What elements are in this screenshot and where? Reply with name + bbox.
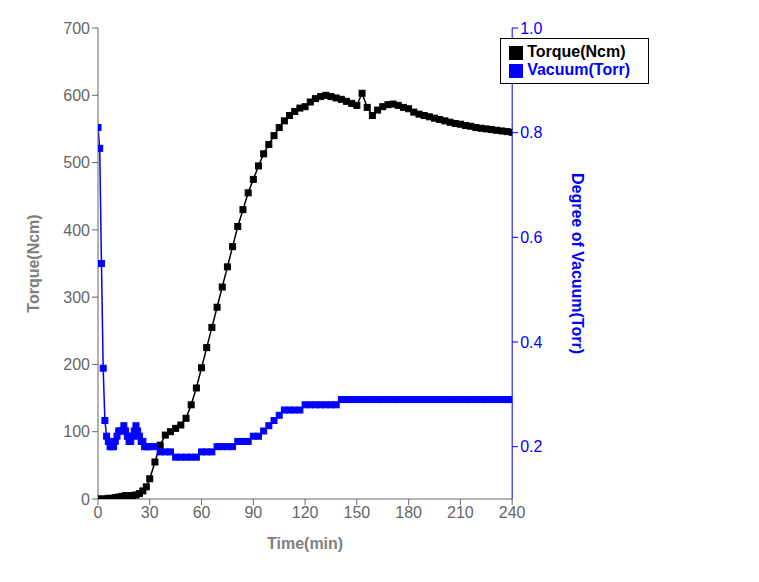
svg-text:0.2: 0.2 xyxy=(520,438,542,455)
html-text:Vacuum(Torr): Vacuum(Torr) xyxy=(527,61,630,78)
svg-text:180: 180 xyxy=(395,504,422,521)
svg-text:30: 30 xyxy=(141,504,159,521)
svg-text:300: 300 xyxy=(63,289,90,306)
svg-text:100: 100 xyxy=(63,423,90,440)
svg-text:Degree of Vacuum(Torr): Degree of Vacuum(Torr) xyxy=(568,173,585,354)
svg-text:120: 120 xyxy=(292,504,319,521)
svg-text:0.4: 0.4 xyxy=(520,334,542,351)
svg-text:0: 0 xyxy=(81,491,90,508)
svg-text:0: 0 xyxy=(94,504,103,521)
svg-text:210: 210 xyxy=(447,504,474,521)
svg-text:0.6: 0.6 xyxy=(520,229,542,246)
svg-text:60: 60 xyxy=(193,504,211,521)
svg-text:700: 700 xyxy=(63,20,90,37)
svg-text:0.8: 0.8 xyxy=(520,124,542,141)
html-text:Torque(Ncm): Torque(Ncm) xyxy=(527,43,626,60)
svg-text:90: 90 xyxy=(244,504,262,521)
svg-text:400: 400 xyxy=(63,222,90,239)
svg-text:240: 240 xyxy=(499,504,526,521)
svg-text:200: 200 xyxy=(63,356,90,373)
svg-text:1.0: 1.0 xyxy=(520,20,542,37)
svg-text:Torque(Ncm): Torque(Ncm) xyxy=(25,214,42,312)
svg-text:150: 150 xyxy=(344,504,371,521)
svg-text:600: 600 xyxy=(63,87,90,104)
svg-text:500: 500 xyxy=(63,154,90,171)
svg-text:Time(min): Time(min) xyxy=(267,535,343,552)
